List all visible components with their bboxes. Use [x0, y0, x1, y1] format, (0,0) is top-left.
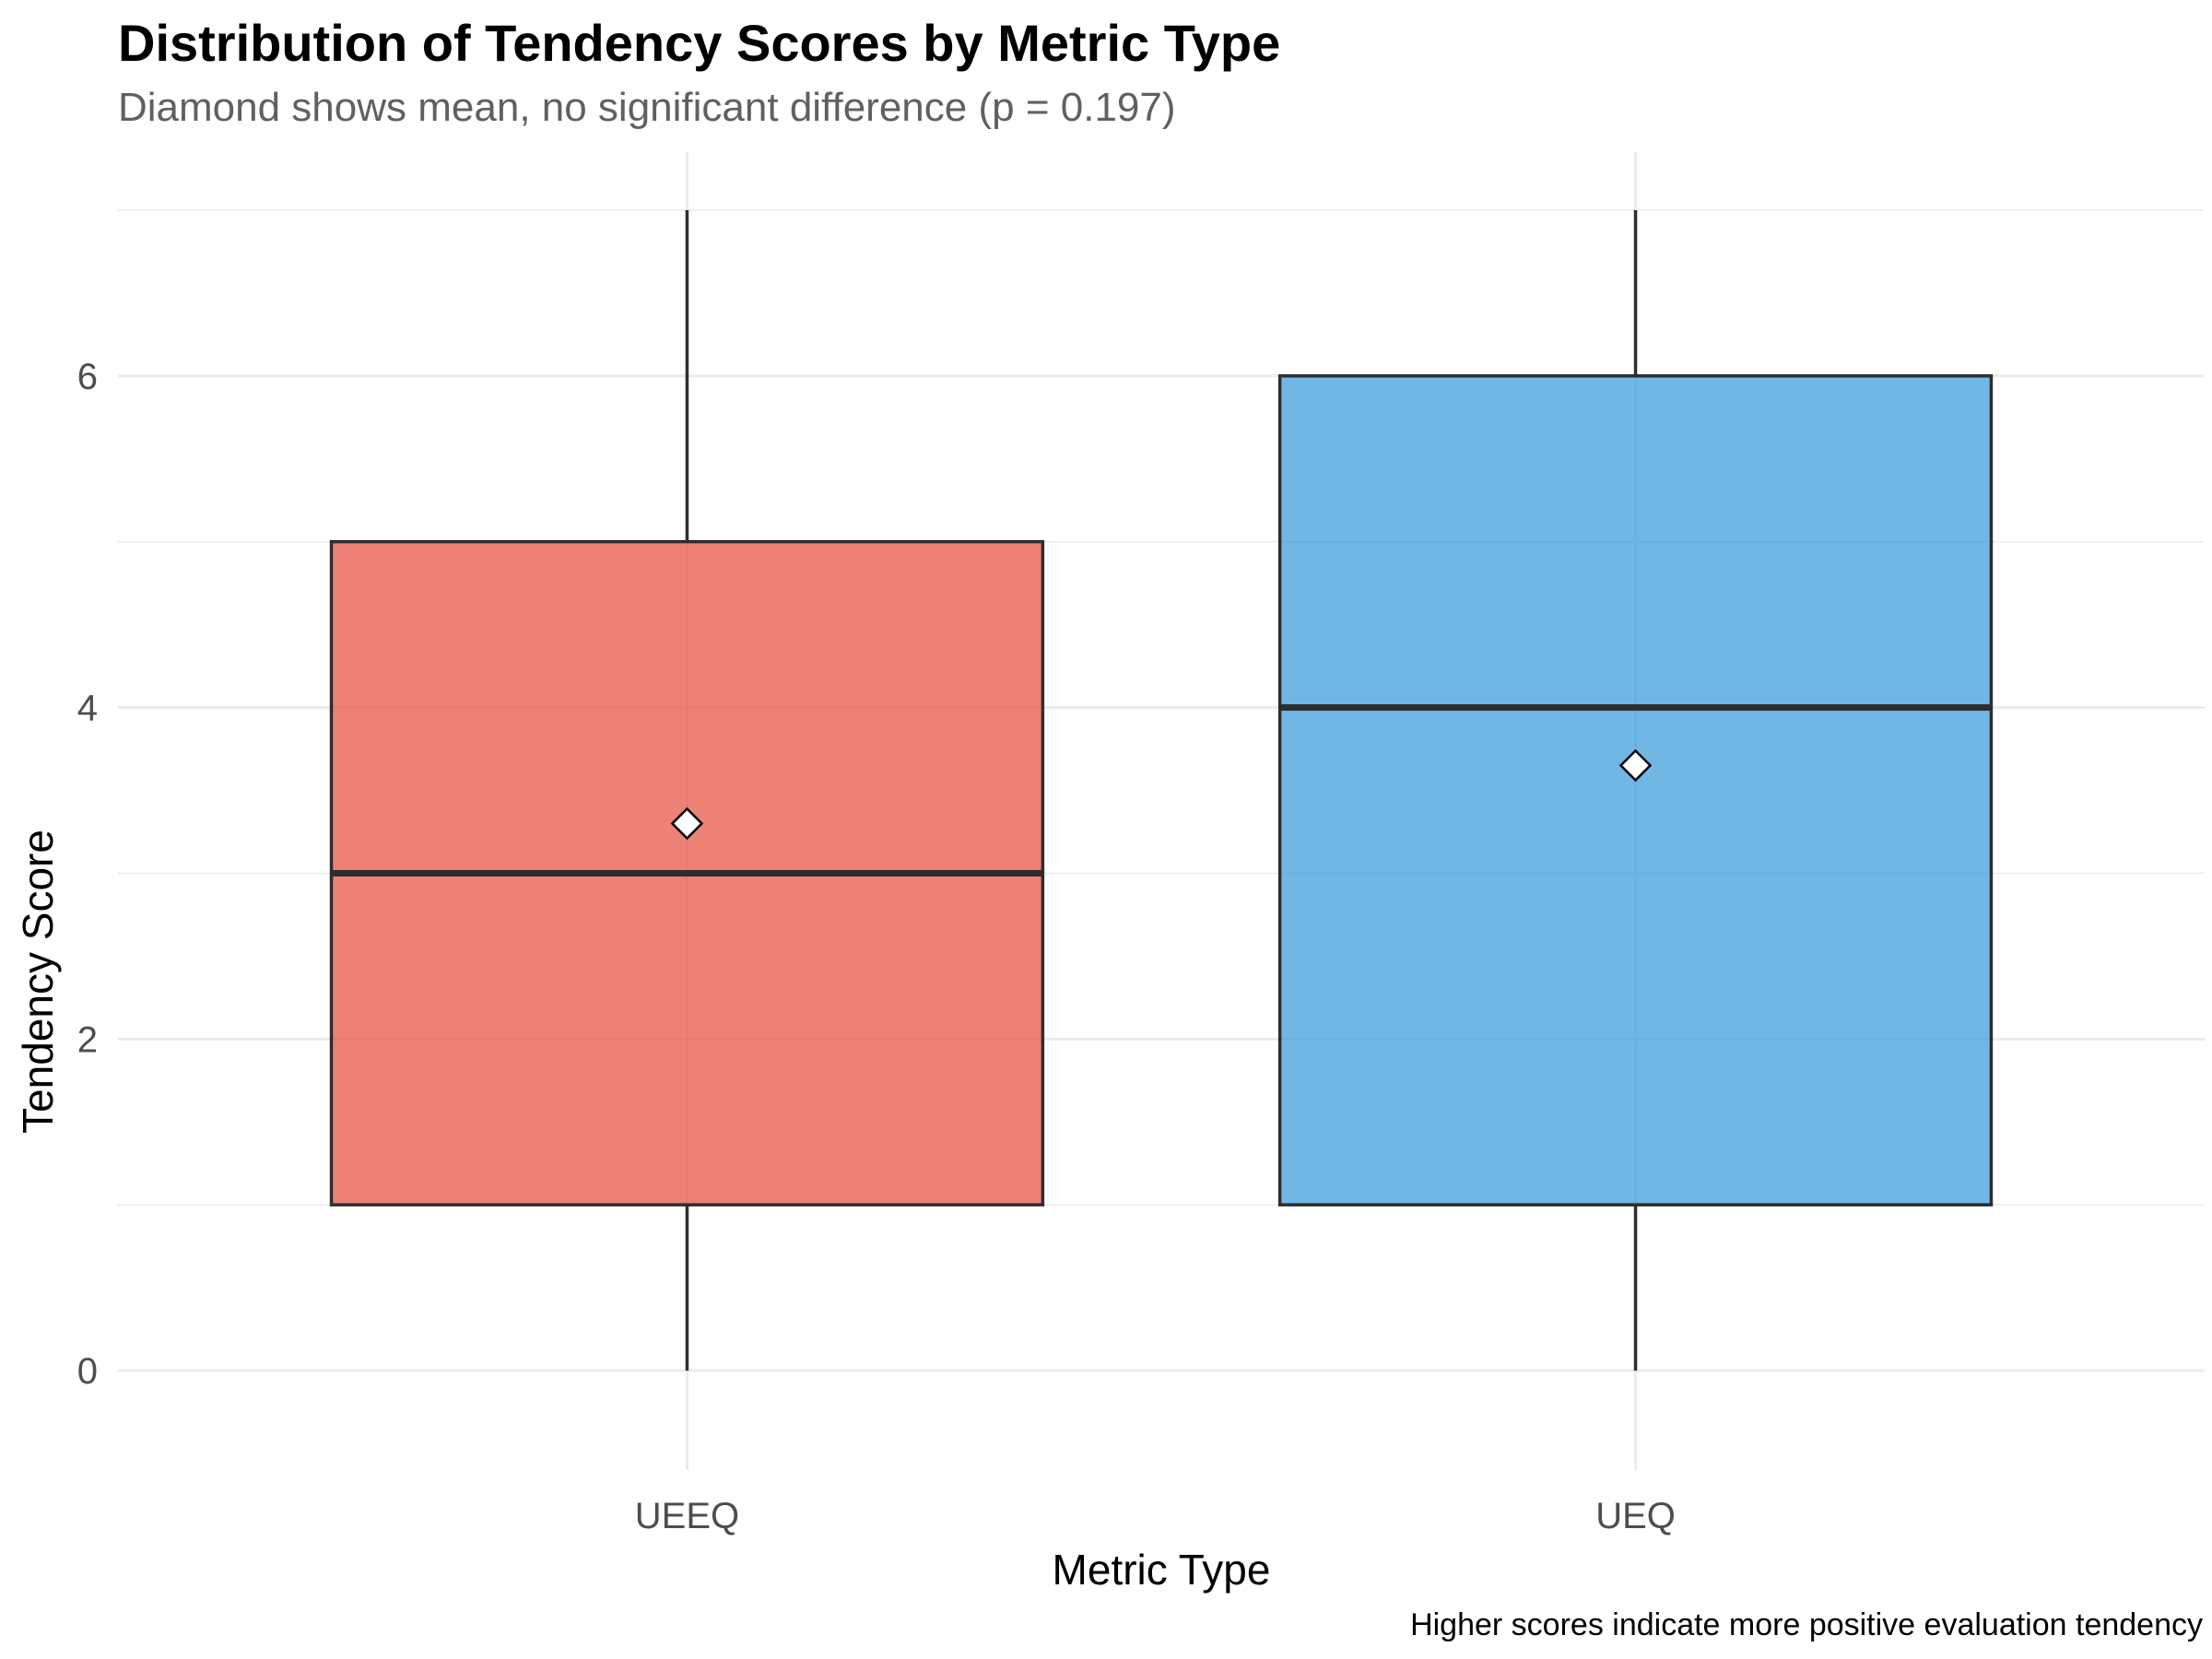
iqr-box: [1277, 374, 1994, 1206]
y-tick-label: 0: [77, 1351, 98, 1392]
y-tick-label: 4: [77, 688, 98, 729]
tick-labels: 0 2 4 6 UEEQ UEQ: [77, 357, 1676, 1536]
y-tick-label: 6: [77, 357, 98, 397]
box-ueq: [1277, 209, 1994, 1371]
boxes: [329, 209, 1994, 1371]
chart-subtitle: Diamond shows mean, no significant diffe…: [118, 85, 1176, 130]
y-tick-label: 2: [77, 1019, 98, 1060]
x-axis-title: Metric Type: [1053, 1546, 1271, 1594]
chart-caption: Higher scores indicate more positive eva…: [1410, 1607, 2203, 1642]
chart-title: Distribution of Tendency Scores by Metri…: [118, 14, 1281, 72]
y-axis-title: Tendency Score: [14, 830, 62, 1134]
x-tick-label: UEEQ: [635, 1496, 739, 1536]
box-ueeq: [329, 209, 1045, 1371]
mean-diamond: [1618, 748, 1653, 782]
mean-diamond: [670, 806, 704, 841]
x-tick-label: UEQ: [1595, 1496, 1676, 1536]
